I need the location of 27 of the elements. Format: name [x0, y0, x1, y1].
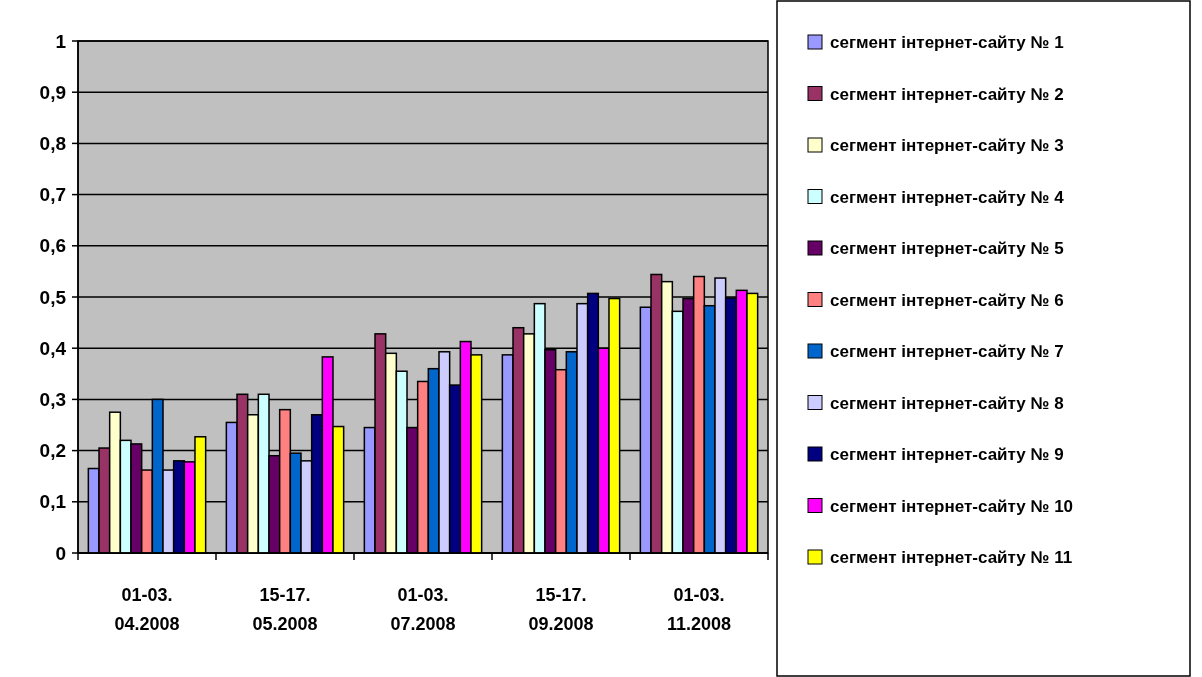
y-tick-label: 0	[55, 542, 66, 564]
y-tick-label: 0,6	[39, 235, 66, 257]
legend-label: сегмент інтернет-сайту № 3	[830, 136, 1064, 155]
y-tick-label: 1	[55, 30, 67, 52]
y-tick-label: 0,7	[39, 184, 66, 206]
legend-label: сегмент інтернет-сайту № 8	[830, 393, 1064, 413]
x-tick-label: 01-03. 04.2008	[114, 585, 180, 634]
legend-label: сегмент інтернет-сайту № 2	[830, 84, 1064, 104]
x-tick-label: 15-17. 05.2008	[252, 585, 318, 634]
legend-label: сегмент інтернет-сайту № 10	[830, 496, 1074, 516]
y-tick-label: 0,8	[39, 133, 66, 155]
legend-label: сегмент інтернет-сайту № 1	[830, 33, 1064, 52]
y-tick-label: 0,4	[39, 337, 67, 359]
legend-label: сегмент інтернет-сайту № 4	[830, 187, 1065, 207]
legend-label: сегмент інтернет-сайту № 5	[830, 239, 1064, 258]
x-tick-label: 01-03. 11.2008	[666, 585, 732, 634]
legend-label: сегмент інтернет-сайту № 6	[830, 290, 1064, 310]
x-tick-label: 15-17. 09.2008	[528, 585, 594, 634]
y-tick-label: 0,5	[39, 286, 67, 308]
y-tick-label: 0,2	[39, 440, 66, 462]
y-tick-label: 0,1	[39, 491, 67, 513]
legend-label: сегмент інтернет-сайту № 11	[830, 548, 1073, 567]
y-tick-label: 0,9	[39, 81, 66, 103]
legend-label: сегмент інтернет-сайту № 7	[830, 342, 1064, 361]
legend-label: сегмент інтернет-сайту № 9	[830, 445, 1064, 464]
x-tick-label: 01-03. 07.2008	[390, 585, 456, 634]
y-tick-label: 0,3	[39, 389, 66, 411]
